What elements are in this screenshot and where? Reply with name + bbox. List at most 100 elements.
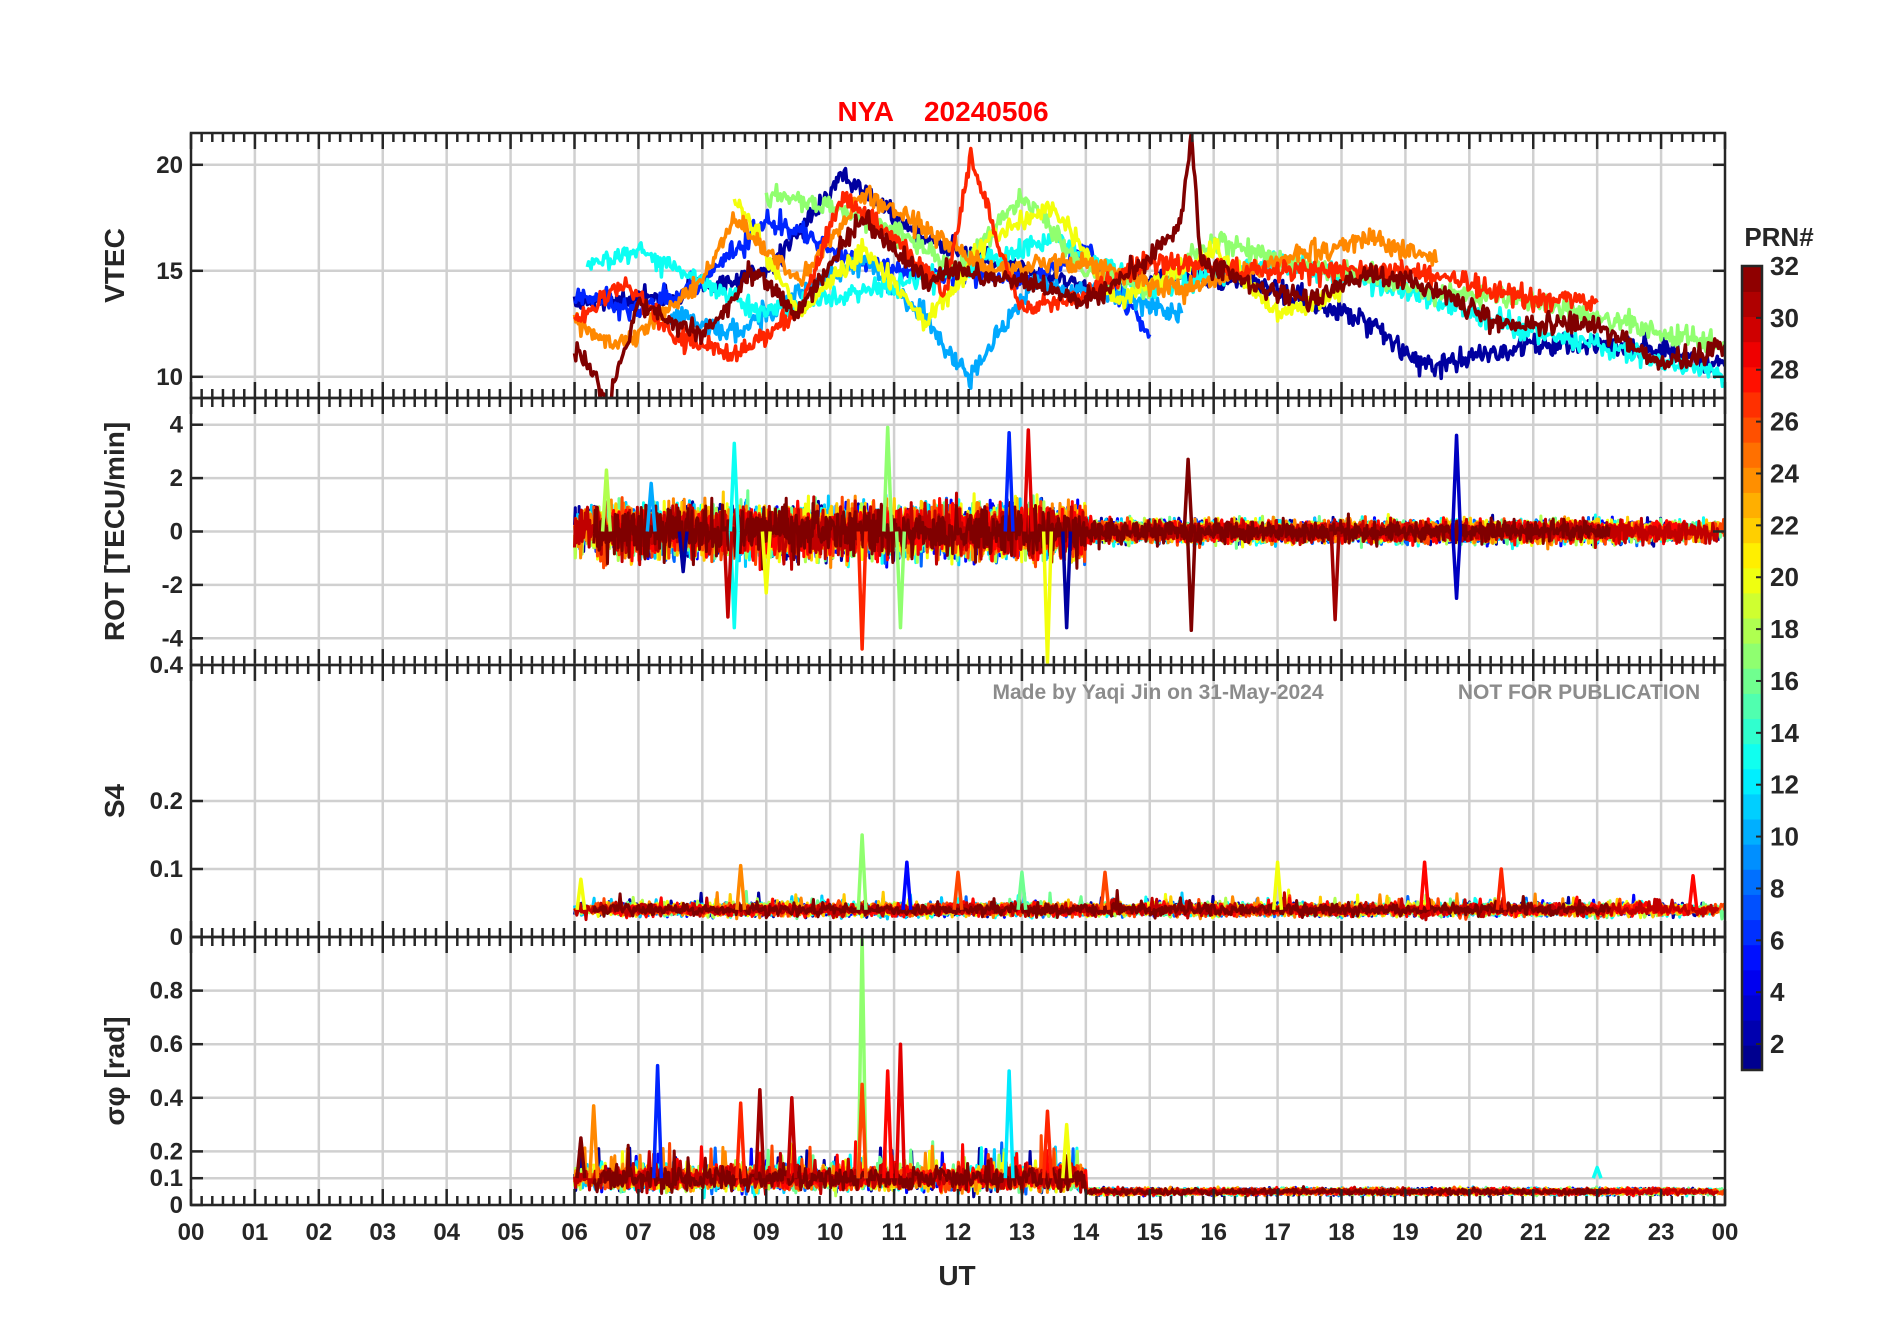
x-tick-label: 11	[881, 1219, 906, 1246]
x-tick-label: 19	[1392, 1219, 1419, 1246]
colorbar-tick-label: 24	[1770, 458, 1799, 488]
colorbar-swatch	[1742, 743, 1762, 770]
series-vtec	[572, 133, 1725, 398]
y-tick-label: 0.6	[150, 1031, 183, 1058]
colorbar-tick-label: 12	[1770, 770, 1799, 800]
title-station: NYA	[837, 96, 894, 127]
colorbar-swatch	[1742, 316, 1762, 343]
colorbar-swatch	[1742, 341, 1762, 368]
y-tick-label: 4	[170, 412, 184, 439]
spike-prn-13	[1591, 1165, 1603, 1179]
spike-prn-24	[735, 863, 747, 910]
spike-prn-20	[760, 531, 772, 595]
spike-prn-29	[1022, 428, 1034, 532]
colorbar-swatch	[1742, 517, 1762, 544]
x-ticks-sigma_phi	[189, 937, 1727, 1205]
colorbar-swatch	[1742, 366, 1762, 393]
spike-prn-32	[1182, 457, 1194, 532]
colorbar-swatch	[1742, 768, 1762, 795]
colorbar-swatch	[1742, 994, 1762, 1021]
colorbar-swatch	[1742, 869, 1762, 895]
x-axis-label: UT	[938, 1260, 975, 1291]
y-axis-label-vtec: VTEC	[99, 228, 130, 303]
series-line-prn-32	[572, 133, 1725, 398]
x-tick-label: 05	[497, 1219, 524, 1246]
spike-prn-3	[1450, 433, 1463, 532]
series-line-prn-17	[764, 182, 1725, 355]
spike-prn-28	[882, 1069, 894, 1179]
colorbar-tick-label: 26	[1770, 407, 1799, 437]
spike-prn-31	[1329, 531, 1341, 622]
y-tick-label: 0.4	[150, 1085, 184, 1112]
spike-prn-17	[856, 937, 868, 1179]
colorbar-frame	[1740, 264, 1764, 1072]
x-tick-label: 18	[1328, 1219, 1355, 1246]
y-tick-label: 10	[156, 364, 183, 391]
colorbar-tick-label: 22	[1770, 510, 1799, 540]
x-tick-label: 17	[1264, 1219, 1291, 1246]
spike-prn-17	[882, 425, 894, 532]
x-tick-label: 16	[1200, 1219, 1227, 1246]
x-tick-label: 20	[1456, 1219, 1483, 1246]
colorbar-swatch	[1742, 1019, 1762, 1046]
spike-prn-17	[894, 531, 907, 630]
colorbar-swatch	[1742, 793, 1762, 820]
y-ticks-sigma_phi: 00.10.2 0.4 0.6 0.8	[150, 978, 1725, 1219]
colorbar-swatch	[1742, 291, 1762, 318]
y-tick-label: -4	[162, 625, 184, 652]
x-tick-label: 02	[305, 1219, 332, 1246]
spike-prn-30	[786, 1096, 798, 1179]
spike-prn-20	[1041, 531, 1054, 665]
series-s4	[573, 833, 1725, 922]
y-tick-label: 0	[170, 519, 183, 546]
spike-prn-31	[754, 1088, 766, 1179]
spike-prn-30	[722, 531, 734, 619]
x-tick-label: 04	[433, 1219, 460, 1246]
colorbar-tick-label: 8	[1770, 873, 1784, 903]
watermark-notice: NOT FOR PUBLICATION	[1458, 681, 1700, 704]
x-tick-label: 07	[625, 1219, 652, 1246]
x-tick-label: 22	[1584, 1219, 1611, 1246]
spike-prn-32	[575, 1136, 587, 1179]
y-tick-label: 0.1	[150, 1165, 183, 1192]
y-tick-label: 0.2	[150, 1138, 183, 1165]
colorbar-swatch	[1742, 843, 1762, 870]
spike-prn-3	[1450, 531, 1463, 600]
spike-prn-29	[894, 1042, 907, 1179]
y-ticks-rot: -4 -2 0 2 4	[162, 412, 1725, 652]
colorbar-swatch	[1742, 668, 1762, 694]
spike-prn-26	[952, 870, 964, 910]
series-rot	[573, 425, 1725, 665]
colorbar-swatch	[1742, 969, 1762, 996]
x-tick-label: 13	[1009, 1219, 1036, 1246]
x-tick-label: 00	[1712, 1219, 1739, 1246]
colorbar-swatch	[1742, 542, 1762, 569]
x-ticks-vtec	[189, 133, 1727, 398]
colorbar-swatch	[1742, 919, 1762, 946]
x-tick-label: 09	[753, 1219, 780, 1246]
series-line-prn-32	[592, 889, 1612, 920]
y-axis-label-sigma_phi: σφ [rad]	[99, 1016, 130, 1125]
x-tick-label: 06	[561, 1219, 588, 1246]
spike-prn-18	[600, 468, 613, 532]
colorbar-swatch	[1742, 416, 1762, 443]
colorbar-swatch	[1742, 718, 1762, 745]
colorbar-tick-label: 16	[1770, 666, 1799, 696]
colorbar-tick-label: 18	[1770, 614, 1799, 644]
colorbar-swatch	[1742, 266, 1762, 292]
spike-prn-24	[588, 1104, 600, 1179]
spike-prn-28	[1687, 874, 1699, 910]
panel-rot: -4 -2 0 2 4 ROT [TECU/min]	[99, 396, 1727, 667]
y-ticks-vtec: 10 15 20	[156, 152, 1725, 391]
colorbar-tick-label: 20	[1770, 562, 1799, 592]
colorbar-swatch	[1742, 1044, 1762, 1071]
spike-prn-2	[1061, 531, 1073, 630]
y-tick-label: 0.4	[150, 652, 184, 679]
colorbar-tick-label: 32	[1770, 251, 1799, 281]
spike-prn-20	[1061, 1122, 1073, 1179]
colorbar-tick-label: 28	[1770, 355, 1799, 385]
spike-prn-26	[1099, 870, 1111, 910]
x-tick-label: 08	[689, 1219, 716, 1246]
